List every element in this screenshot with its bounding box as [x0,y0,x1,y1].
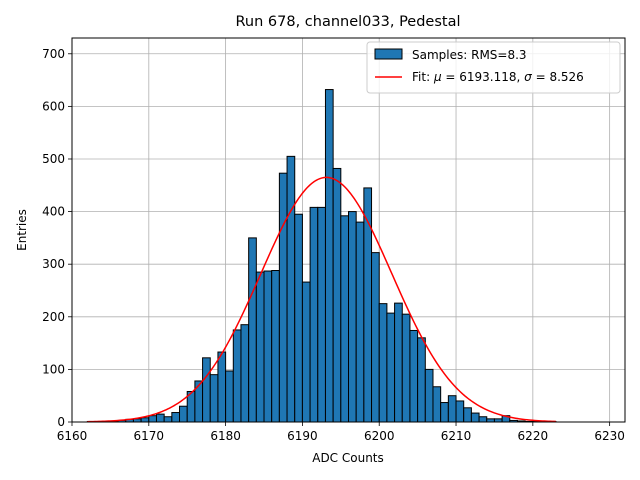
histogram-bar [348,211,357,423]
histogram-bar [409,329,419,423]
y-axis-ticks: 0 100 200 300 400 500 600 700 [42,47,72,429]
histogram-bar [424,368,434,423]
histogram-bar [248,237,257,423]
histogram-bar [286,155,296,423]
legend-fit-label: Fit: μ = 6193.118, σ = 8.526 [412,70,584,84]
x-axis-label: ADC Counts [312,451,384,465]
y-tick-label: 300 [42,257,65,271]
x-tick-label: 6160 [57,429,88,443]
histogram-bars [86,89,557,423]
histogram-bar [301,281,311,423]
y-tick-label: 700 [42,47,65,61]
histogram-bar [232,329,242,423]
histogram-bar [163,416,173,423]
histogram-bar [309,206,319,423]
histogram-bar [463,407,472,423]
histogram-bar [386,312,396,423]
histogram-bar [194,380,204,423]
histogram-bar [179,405,188,423]
legend-box [366,41,621,94]
x-tick-label: 6190 [287,429,318,443]
y-tick-label: 600 [42,99,65,113]
x-tick-label: 6170 [134,429,165,443]
chart-title: Run 678, channel033, Pedestal [235,14,460,30]
histogram-bar [432,386,442,423]
legend: Samples: RMS=8.3 Fit: μ = 6193.118, σ = … [366,41,621,94]
histogram-bar [455,400,465,423]
y-tick-label: 0 [57,415,65,429]
histogram-bar [470,412,480,423]
x-tick-label: 6230 [594,429,625,443]
y-tick-label: 100 [42,362,65,376]
histogram-bar [447,395,457,423]
histogram-bar [294,213,303,423]
histogram-bar [225,370,234,423]
histogram-bar [271,270,280,423]
histogram-bar [217,351,227,423]
plot-frame [71,37,626,423]
legend-samples-label: Samples: RMS=8.3 [412,48,527,62]
histogram-bar [324,89,334,423]
histogram-bar [140,417,150,423]
histogram-bar [478,416,488,423]
histogram-bar [371,252,380,423]
histogram-bar [240,324,250,423]
histogram-bar [401,313,411,423]
histogram-bar [263,270,273,423]
histogram-bar [440,402,449,423]
y-tick-label: 400 [42,205,65,219]
legend-samples-swatch [374,48,403,60]
histogram-bar [317,206,326,423]
histogram-bar [209,374,219,423]
histogram-bar [148,415,157,423]
x-tick-label: 6200 [364,429,395,443]
histogram-bar [255,271,265,423]
histogram-bar [417,337,426,423]
y-tick-label: 500 [42,152,65,166]
x-tick-label: 6210 [441,429,472,443]
histogram-bar [278,172,288,423]
x-tick-label: 6180 [210,429,241,443]
histogram-bar [202,357,211,423]
fit-curve [87,176,556,423]
histogram-bar [332,167,342,423]
y-tick-label: 200 [42,310,65,324]
histogram-bar [171,412,181,423]
histogram-bar [394,302,403,423]
histogram-bar [340,215,350,423]
histogram-bar [378,303,388,423]
y-axis-label: Entries [15,209,29,251]
histogram-bar [155,413,165,423]
x-axis-ticks: 6160 6170 6180 6190 6200 6210 6220 6230 [57,422,625,443]
x-tick-label: 6220 [518,429,549,443]
histogram-bar [355,221,365,423]
